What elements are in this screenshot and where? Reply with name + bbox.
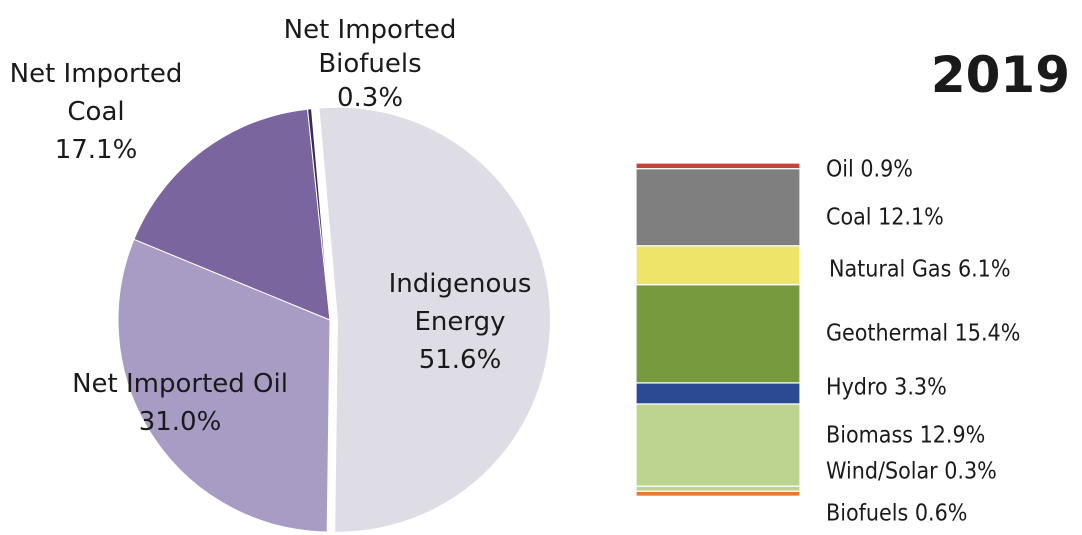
pie-label-net-imported-biofuels: Net Imported Biofuels 0.3% [284, 15, 457, 113]
pie-labels: Indigenous Energy 51.6% Net Imported Oil 31.… [10, 15, 532, 437]
bar-label-biofuels: Biofuels 0.6% [826, 501, 967, 527]
pie-slice-net-imported-coal [133, 108, 331, 321]
chart-title: 2019 [931, 46, 1070, 104]
bar-label-wind-solar: Wind/Solar 0.3% [826, 459, 997, 485]
bar-label-hydro: Hydro 3.3% [826, 375, 947, 401]
stacked-bar-labels: Oil 0.9% Coal 12.1% Natural Gas 6.1% Geothe… [826, 157, 1020, 527]
pie-slice-net-imported-biofuels [306, 108, 331, 321]
pie-slice-net-imported-oil-31-0 [117, 238, 331, 533]
pie-label-net-imported-coal: Net Imported Coal 17.1% [10, 59, 183, 165]
pie-label-net-imported-oil-31-0: Net Imported Oil 31.0% [72, 369, 288, 437]
bar-label-biomass: Biomass 12.9% [826, 423, 985, 449]
bar-label-geothermal: Geothermal 15.4% [826, 321, 1020, 347]
bar-segment-natural-gas [635, 245, 801, 286]
bar-segment-oil [635, 162, 801, 170]
bar-segment-geothermal [635, 284, 801, 384]
bar-segment-hydro [635, 382, 801, 405]
pie-slice-indigenous-energy [319, 107, 550, 532]
bar-segment-biomass [635, 403, 801, 487]
stacked-bar [635, 162, 801, 497]
bar-label-oil: Oil 0.9% [826, 157, 913, 183]
bar-label-coal: Coal 12.1% [826, 205, 944, 231]
bar-segment-wind-solar [635, 485, 801, 492]
bar-segment-coal [635, 168, 801, 247]
bar-label-natural-gas: Natural Gas 6.1% [829, 257, 1011, 283]
pie-chart [117, 107, 550, 533]
bar-segment-biofuels [635, 490, 801, 497]
pie-label-indigenous-energy: Indigenous Energy 51.6% [389, 269, 532, 375]
